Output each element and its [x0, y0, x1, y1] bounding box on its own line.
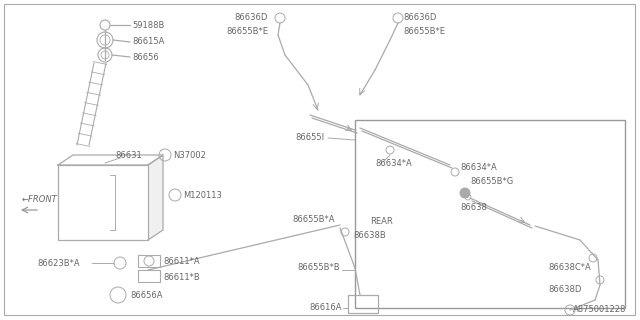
- Bar: [138, 270, 160, 282]
- Bar: [138, 255, 160, 267]
- Text: 86634*A: 86634*A: [375, 158, 412, 167]
- Text: ←FRONT: ←FRONT: [22, 196, 58, 204]
- Text: 86616A: 86616A: [310, 303, 342, 313]
- Text: 86623B*A: 86623B*A: [37, 259, 80, 268]
- Text: 86656A: 86656A: [130, 291, 163, 300]
- Text: A875001228: A875001228: [573, 305, 626, 314]
- Text: 86634*A: 86634*A: [460, 164, 497, 172]
- Circle shape: [460, 188, 470, 198]
- Text: 86611*A: 86611*A: [163, 257, 200, 266]
- Text: 86655B*E: 86655B*E: [403, 28, 445, 36]
- Text: N37002: N37002: [173, 150, 206, 159]
- Polygon shape: [58, 155, 163, 165]
- Text: 86655I: 86655I: [296, 133, 325, 142]
- Text: 86638D: 86638D: [548, 285, 581, 294]
- Text: 86638: 86638: [460, 204, 487, 212]
- Bar: [355, 120, 625, 308]
- Text: 86655B*B: 86655B*B: [298, 263, 340, 273]
- Text: 86638B: 86638B: [353, 230, 386, 239]
- Bar: [348, 295, 378, 313]
- Text: REAR: REAR: [370, 218, 393, 227]
- Text: 86638C*A: 86638C*A: [548, 263, 591, 273]
- Polygon shape: [148, 155, 163, 240]
- Bar: [58, 165, 148, 240]
- Text: 86636D: 86636D: [403, 13, 436, 22]
- Text: 86655B*G: 86655B*G: [470, 178, 513, 187]
- Text: 59188B: 59188B: [132, 20, 164, 29]
- Text: 86611*B: 86611*B: [163, 274, 200, 283]
- Text: 86631: 86631: [115, 150, 141, 159]
- Text: 86655B*E: 86655B*E: [226, 28, 268, 36]
- Text: 86615A: 86615A: [132, 37, 164, 46]
- Text: M120113: M120113: [183, 190, 222, 199]
- Text: 86655B*A: 86655B*A: [292, 215, 335, 225]
- Text: 86656: 86656: [132, 52, 159, 61]
- Text: 86636D: 86636D: [235, 13, 268, 22]
